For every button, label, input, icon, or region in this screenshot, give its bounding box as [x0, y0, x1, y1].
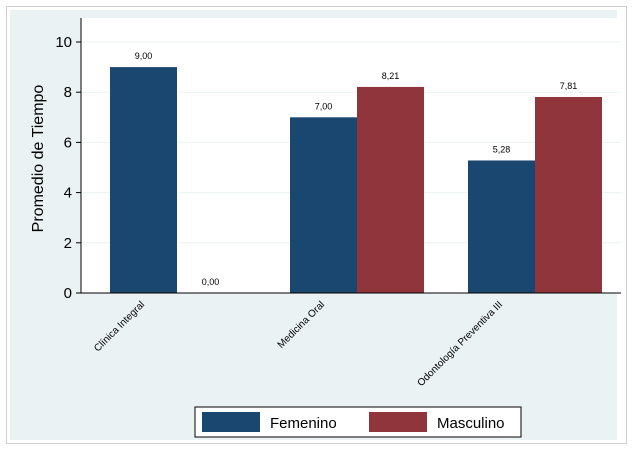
y-tick-label: 10: [55, 34, 72, 51]
y-axis-label: Promedio de Tiempo: [30, 85, 47, 233]
y-tick-label: 4: [64, 185, 72, 202]
data-label: 9,00: [135, 51, 153, 61]
y-tick-label: 2: [64, 235, 72, 252]
bar-masculino-2: [535, 96, 602, 294]
bar-femenino-0: [110, 67, 177, 293]
data-label: 8,21: [382, 71, 400, 81]
data-label: 5,28: [493, 144, 511, 154]
bar-femenino-2: [468, 160, 535, 293]
x-tick-label: Clínica Integral: [92, 299, 147, 354]
data-label: 7,81: [560, 81, 578, 91]
y-tick-label: 8: [64, 84, 72, 101]
legend-label-femenino: Femenino: [270, 415, 337, 432]
y-tick-label: 0: [64, 285, 72, 302]
legend-swatch-masculino: [369, 412, 427, 432]
x-tick-label: Medicina Oral: [276, 299, 327, 350]
y-tick-label: 6: [64, 134, 72, 151]
bars: 9,00 0,00 7,00 8,21 5,28 7,81: [110, 51, 602, 294]
legend-label-masculino: Masculino: [437, 415, 505, 432]
legend-swatch-femenino: [202, 412, 260, 432]
bar-femenino-1: [290, 117, 357, 293]
data-label: 7,00: [315, 101, 333, 111]
legend: Femenino Masculino: [194, 406, 522, 438]
x-tick-label: Odontología Preventiva III: [416, 299, 506, 389]
data-label: 0,00: [202, 277, 220, 287]
bar-masculino-1: [357, 86, 424, 293]
